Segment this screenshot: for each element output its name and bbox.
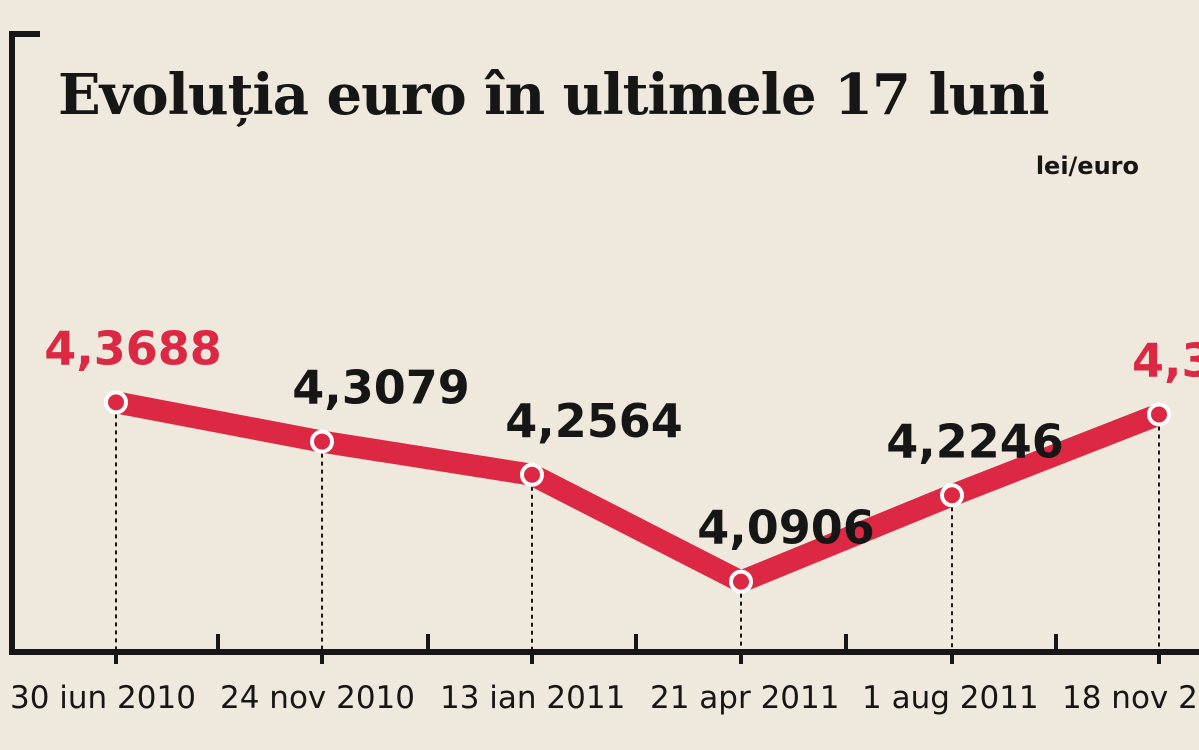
data-point [520,462,544,487]
chart-title: Evoluția euro în ultimele 17 luni [58,62,1049,128]
unit-label: lei/euro [1035,152,1139,180]
axis-frame [9,31,1199,655]
data-label: 4,2246 [886,414,1064,468]
x-tick-label: 30 iun 2010 [10,680,196,716]
data-label: 4,3688 [44,321,222,375]
x-tick-label: 13 ian 2011 [440,680,625,716]
data-label: 4,3079 [292,361,470,415]
x-tick-label: 18 nov 2 [1062,680,1198,716]
data-point [940,483,964,508]
series-line [105,391,1170,593]
data-point [729,569,753,594]
data-label: 4,35 [1132,333,1199,387]
data-point [104,390,128,415]
x-tick-label: 1 aug 2011 [862,680,1039,716]
data-point [1147,402,1171,427]
data-point [310,429,334,454]
x-tick-label: 24 nov 2010 [220,680,415,716]
data-label: 4,0906 [697,501,875,555]
x-tick-label: 21 apr 2011 [650,680,839,716]
data-label: 4,2564 [505,394,683,448]
